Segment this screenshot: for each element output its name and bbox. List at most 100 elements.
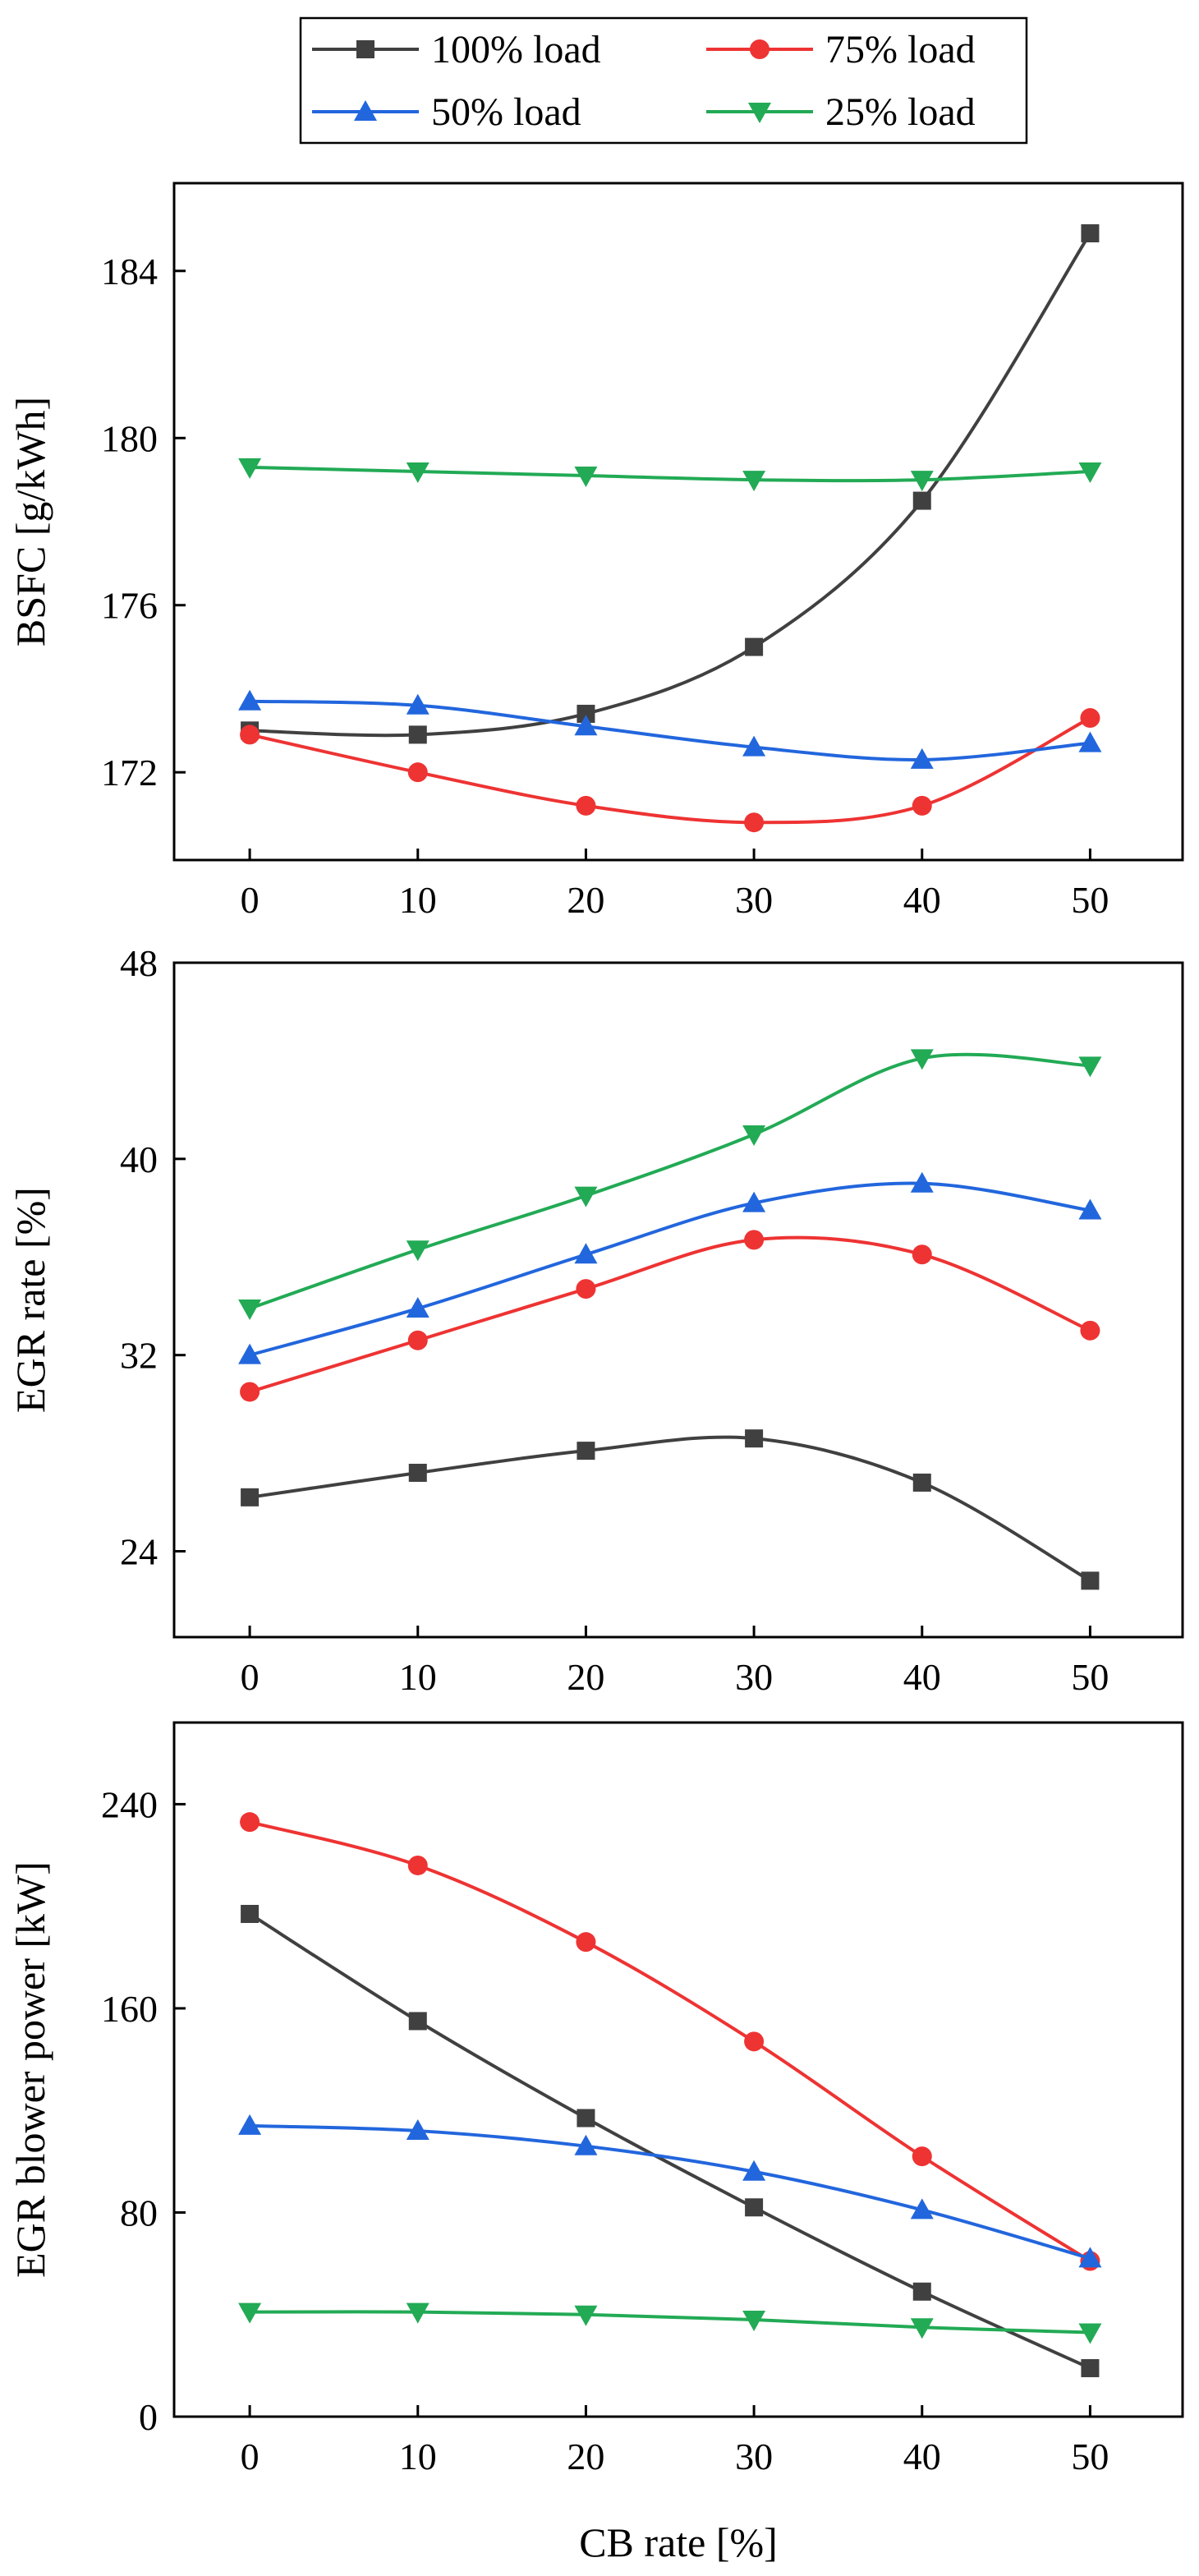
data-point	[745, 1429, 764, 1448]
series-line	[249, 1435, 1091, 1583]
y-axis-label: BSFC [g/kWh]	[7, 397, 53, 646]
data-point	[408, 1463, 427, 1482]
data-point	[912, 2146, 932, 2167]
x-tick-label: 30	[735, 879, 773, 921]
data-point	[240, 724, 260, 745]
data-point	[238, 1343, 262, 1364]
legend-marker	[354, 100, 377, 121]
data-point	[912, 491, 931, 510]
data-point	[910, 748, 934, 769]
data-point	[577, 1442, 595, 1460]
data-point	[241, 1904, 260, 1923]
series-line	[249, 1235, 1091, 1394]
x-tick-label: 0	[241, 1656, 260, 1698]
y-tick-label: 240	[101, 1783, 158, 1825]
series-50-load	[238, 1171, 1102, 1364]
legend-label: 75% load	[825, 28, 976, 71]
series-line	[250, 2310, 1091, 2334]
series-50-load	[238, 689, 1102, 769]
legend-label: 25% load	[825, 90, 976, 134]
data-point	[742, 2160, 766, 2181]
data-point	[241, 1488, 260, 1506]
data-point	[408, 725, 427, 744]
data-point	[407, 762, 428, 783]
series-100-load	[241, 224, 1100, 744]
legend-item-75-load: 75% load	[706, 28, 976, 71]
series-line	[249, 1820, 1091, 2263]
data-point	[745, 2198, 764, 2217]
x-tick-label: 20	[567, 1656, 604, 1698]
data-point	[238, 2302, 262, 2324]
legend-label: 100% load	[431, 28, 601, 71]
series-25-load	[238, 458, 1102, 492]
y-axis-label: EGR blower power [kW]	[7, 1861, 53, 2278]
data-point	[910, 1049, 934, 1070]
series-25-load	[238, 2302, 1102, 2344]
data-point	[742, 2310, 766, 2331]
series-100-load	[241, 1904, 1100, 2377]
x-tick-label: 30	[735, 2436, 773, 2477]
x-tick-label: 50	[1071, 879, 1109, 921]
legend-marker	[750, 39, 769, 59]
data-point	[745, 637, 764, 656]
data-point	[742, 1125, 766, 1146]
data-point	[744, 1230, 765, 1250]
x-tick-label: 0	[241, 2436, 260, 2477]
series-75-load	[240, 708, 1100, 833]
x-tick-label: 20	[567, 2436, 604, 2477]
data-point	[1078, 1056, 1102, 1078]
data-point	[406, 2119, 430, 2141]
x-tick-label: 10	[399, 2436, 437, 2477]
data-point	[406, 693, 430, 715]
series-line	[250, 699, 1091, 761]
data-point	[742, 471, 766, 492]
data-point	[407, 1330, 428, 1350]
x-tick-label: 20	[567, 879, 604, 921]
data-point	[574, 467, 598, 488]
data-point	[574, 1243, 598, 1264]
y-tick-label: 176	[101, 585, 158, 627]
data-point	[742, 1191, 766, 1212]
x-axis-label: CB rate [%]	[579, 2519, 778, 2565]
bsfc-chart: 0 10 20 30 40 50 172 176 180 184 BSFC [g/kWh]	[7, 182, 1184, 921]
series-100-load	[241, 1429, 1100, 1590]
y-tick-label: 172	[101, 752, 158, 794]
legend-marker	[356, 40, 374, 58]
x-tick-label: 50	[1071, 1656, 1109, 1698]
data-point	[574, 2305, 598, 2326]
data-point	[912, 2282, 931, 2301]
data-point	[910, 2318, 934, 2339]
data-point	[406, 2302, 430, 2324]
data-point	[576, 795, 596, 816]
series-line	[250, 465, 1091, 483]
data-point	[744, 2031, 765, 2052]
data-point	[577, 2109, 595, 2128]
data-point	[912, 1244, 932, 1265]
data-point	[238, 689, 262, 711]
data-point	[407, 1855, 428, 1875]
data-point	[240, 1382, 260, 1402]
data-point	[910, 471, 934, 492]
legend-marker	[748, 103, 771, 123]
data-point	[1078, 2247, 1102, 2268]
x-tick-label: 30	[735, 1656, 773, 1698]
data-point	[1081, 224, 1100, 243]
legend-label: 50% load	[431, 90, 581, 134]
data-point	[576, 1932, 596, 1953]
legend: 100% load 75% load 50% load 25% load	[299, 16, 1028, 145]
plot-frame	[172, 961, 1184, 1639]
data-point	[240, 1812, 260, 1833]
data-point	[406, 462, 430, 483]
data-point	[238, 458, 262, 479]
data-point	[910, 1171, 934, 1193]
data-point	[1081, 2358, 1100, 2377]
data-point	[1078, 1198, 1102, 1220]
legend-item-100-load: 100% load	[312, 28, 601, 71]
data-point	[576, 1279, 596, 1300]
series-line	[250, 2123, 1091, 2261]
series-line	[249, 1912, 1091, 2370]
y-axis-label: EGR rate [%]	[7, 1187, 53, 1413]
series-line	[249, 1052, 1091, 1310]
data-point	[744, 812, 765, 833]
